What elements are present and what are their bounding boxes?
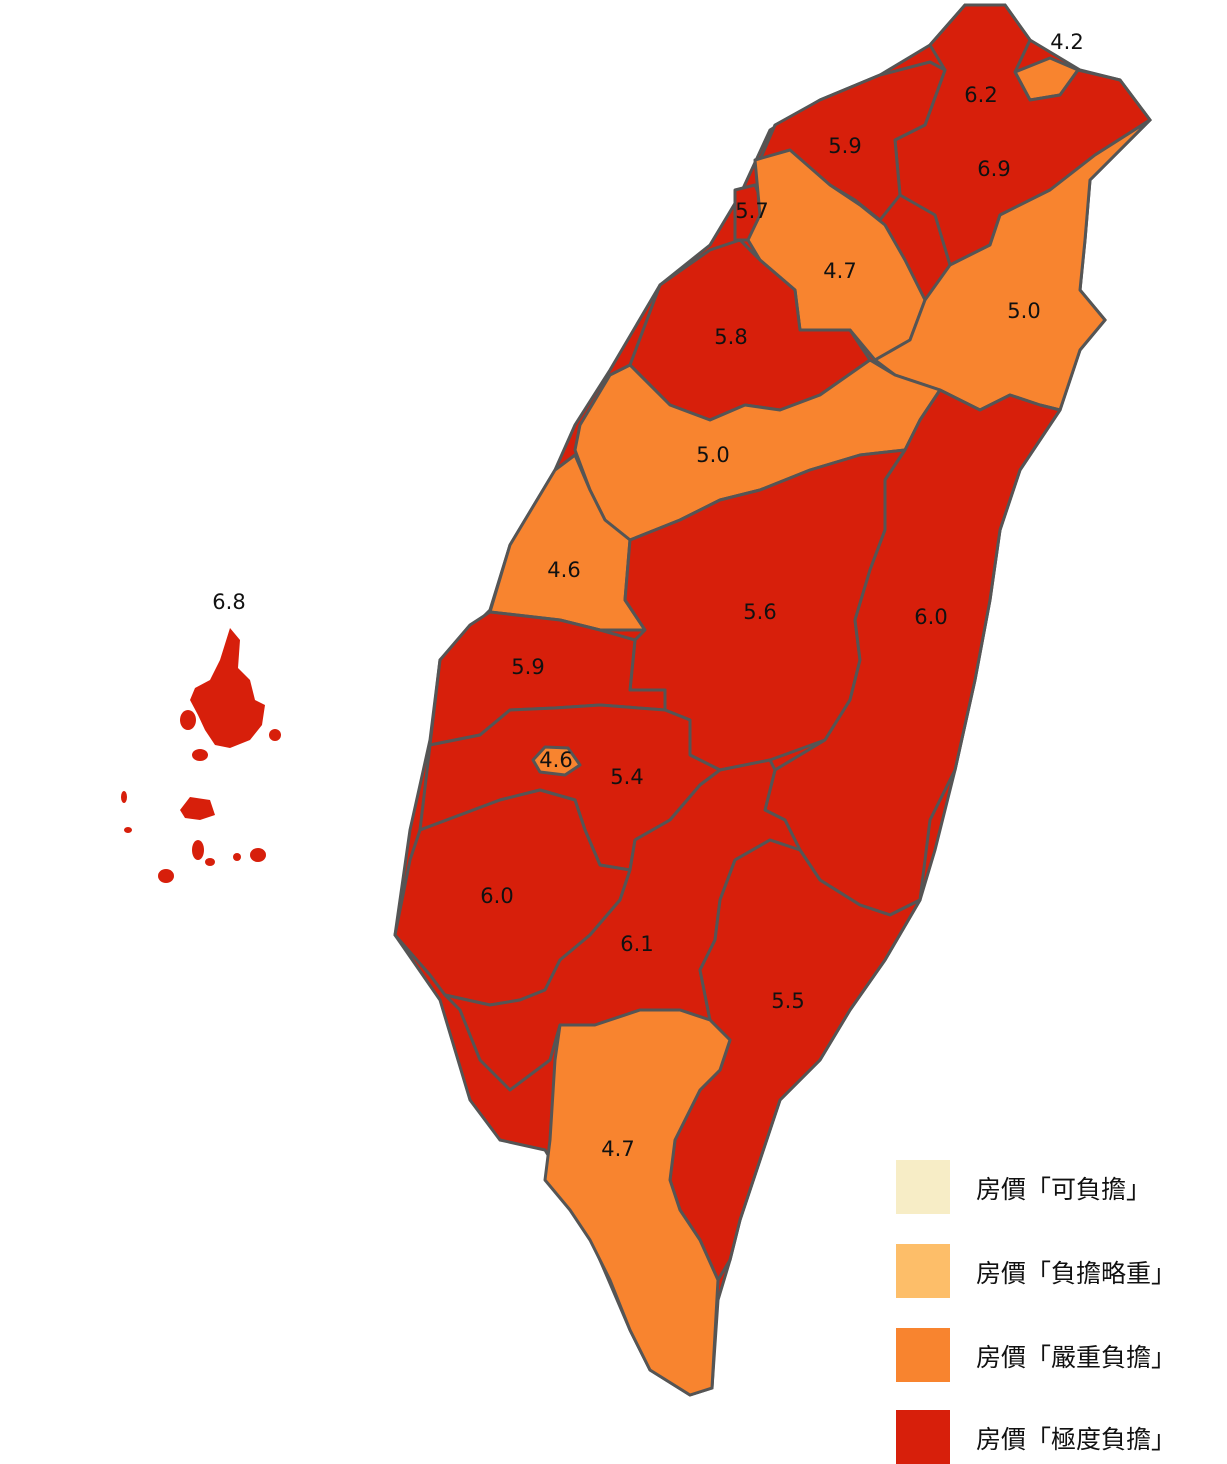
label-chiayi-city: 4.6: [539, 748, 572, 772]
penghu-island: [192, 840, 204, 860]
legend-swatch: [896, 1244, 950, 1298]
region-pingtung[interactable]: [543, 1008, 732, 1397]
legend-item-severe: 房價「嚴重負擔」: [896, 1328, 1226, 1382]
penghu-island: [121, 791, 127, 803]
region-chiayi-city[interactable]: [531, 745, 582, 777]
legend-swatch: [896, 1160, 950, 1214]
label-hualien: 6.0: [914, 605, 947, 629]
label-nantou: 5.6: [743, 600, 776, 624]
legend-swatch: [896, 1410, 950, 1464]
penghu-island: [158, 869, 174, 883]
label-chiayi-county: 5.4: [610, 765, 643, 789]
penghu-island: [192, 749, 208, 761]
label-miaoli: 5.8: [714, 325, 747, 349]
label-hsinchu-city: 5.7: [735, 199, 768, 223]
label-taipei: 6.2: [964, 83, 997, 107]
penghu-island: [205, 858, 215, 866]
penghu-island: [250, 848, 266, 862]
label-tainan: 6.0: [480, 884, 513, 908]
penghu-island: [233, 853, 241, 861]
penghu-island: [180, 797, 215, 820]
region-yilan[interactable]: [873, 118, 1152, 412]
label-taitung: 5.5: [771, 989, 804, 1013]
label-keelung: 4.2: [1050, 30, 1083, 54]
legend-item-affordable: 房價「可負擔」: [896, 1160, 1226, 1214]
label-taoyuan: 5.9: [828, 134, 861, 158]
legend-item-extreme: 房價「極度負擔」: [896, 1410, 1226, 1464]
label-pingtung: 4.7: [601, 1137, 634, 1161]
label-hsinchu-county: 4.7: [823, 259, 856, 283]
label-kaohsiung: 6.1: [620, 932, 653, 956]
region-penghu[interactable]: [121, 628, 281, 883]
label-yunlin: 5.9: [511, 655, 544, 679]
label-yilan: 5.0: [1007, 299, 1040, 323]
legend-label: 房價「可負擔」: [976, 1175, 1152, 1204]
penghu-island-main: [190, 628, 265, 748]
legend-swatch: [896, 1328, 950, 1382]
legend-label: 房價「負擔略重」: [976, 1259, 1177, 1288]
label-changhua: 4.6: [547, 558, 580, 582]
penghu-island: [124, 827, 132, 833]
label-penghu: 6.8: [212, 590, 245, 614]
legend-label: 房價「嚴重負擔」: [976, 1343, 1177, 1372]
label-taichung: 5.0: [696, 443, 729, 467]
label-new-taipei: 6.9: [977, 157, 1010, 181]
penghu-island: [269, 729, 281, 741]
penghu-island: [180, 710, 196, 730]
legend-label: 房價「極度負擔」: [976, 1425, 1177, 1454]
legend-item-slightly-heavy: 房價「負擔略重」: [896, 1244, 1226, 1298]
